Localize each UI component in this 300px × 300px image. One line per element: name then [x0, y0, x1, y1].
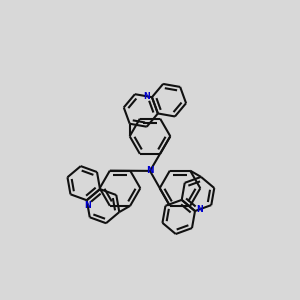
- Text: N: N: [84, 201, 91, 210]
- Text: N: N: [197, 205, 203, 214]
- Text: N: N: [146, 167, 154, 176]
- Text: N: N: [143, 92, 150, 101]
